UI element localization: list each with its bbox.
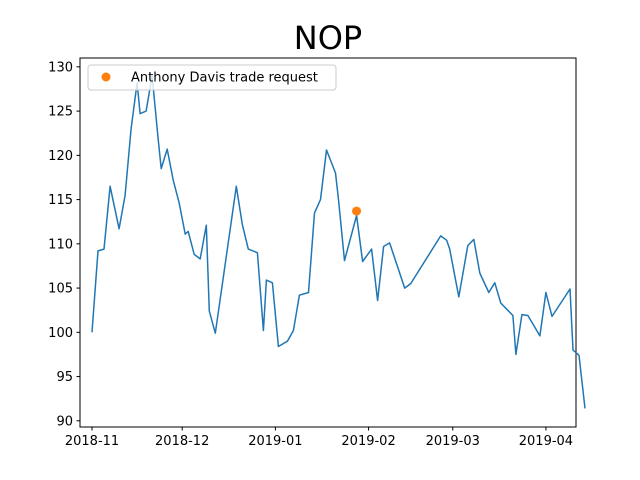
marker-layer <box>352 206 362 216</box>
y-tick-label: 115 <box>48 193 73 208</box>
plot-frame <box>79 57 577 428</box>
legend: Anthony Davis trade request <box>87 64 337 91</box>
plot-area: 2018-11 2018-12 2019-01 2019-02 2019-03 2019-… <box>48 57 586 449</box>
y-tick-label: 90 <box>56 414 73 429</box>
x-tick-label: 2019-03 <box>426 434 480 449</box>
y-tick-label: 95 <box>56 370 73 385</box>
legend-label: Anthony Davis trade request <box>131 71 318 86</box>
x-tick-label: 2019-02 <box>341 434 395 449</box>
x-tick-label: 2019-01 <box>248 434 302 449</box>
y-axis: 90 95 100 105 110 115 120 125 130 <box>48 60 80 429</box>
legend-marker <box>101 72 111 82</box>
y-tick-label: 105 <box>48 282 73 297</box>
x-tick-label: 2018-11 <box>65 434 119 449</box>
series-layer <box>91 74 586 409</box>
legend-box <box>87 64 337 91</box>
x-tick-label: 2018-12 <box>155 434 209 449</box>
series-line <box>91 74 586 409</box>
x-tick-label: 2019-04 <box>519 434 573 449</box>
y-tick-label: 125 <box>48 105 73 120</box>
event-marker <box>352 206 362 216</box>
x-axis: 2018-11 2018-12 2019-01 2019-02 2019-03 2019-… <box>65 427 573 449</box>
y-tick-label: 130 <box>48 60 73 75</box>
y-tick-label: 100 <box>48 326 73 341</box>
y-tick-label: 120 <box>48 149 73 164</box>
y-tick-label: 110 <box>48 237 73 252</box>
chart-title: NOP <box>294 19 362 57</box>
